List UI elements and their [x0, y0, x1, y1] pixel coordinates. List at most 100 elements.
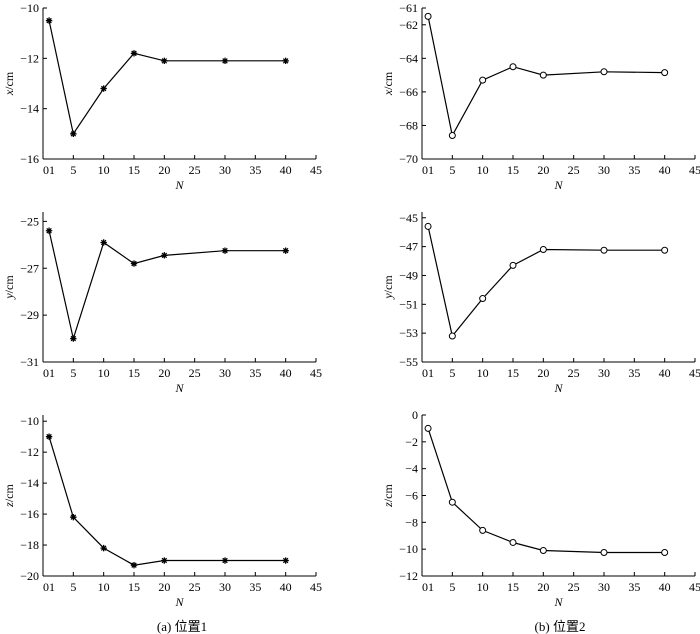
data-point — [161, 252, 168, 259]
y-tick-label: −8 — [405, 515, 418, 529]
subplot-a-x: −10 −12 −14 −16 01 5 10 15 20 25 30 35 40 45 Nx/cm — [2, 1, 322, 192]
x-tick-label: 25 — [568, 163, 580, 177]
data-point — [282, 57, 289, 65]
x-tick-label: 15 — [128, 163, 140, 177]
x-tick-label: 25 — [189, 580, 201, 594]
x-tick-label: 10 — [477, 580, 489, 594]
data-point — [661, 246, 669, 254]
x-tick-label: 20 — [158, 366, 170, 380]
data-point — [448, 132, 456, 140]
x-tick-label: 35 — [249, 580, 261, 594]
y-tick-label: −18 — [20, 538, 39, 552]
x-axis-label: N — [553, 595, 563, 609]
data-point — [509, 261, 517, 269]
data-point — [479, 76, 487, 84]
data-point — [509, 63, 517, 71]
y-tick-label: −10 — [20, 414, 39, 428]
y-tick-label: −12 — [20, 51, 39, 65]
subplot-a-y: −25 −27 −29 −31 01 5 10 15 20 25 30 35 40 45 Ny/cm — [2, 212, 322, 395]
subplot-b-y: −45 −47 −49 −51 −53 −55 01 5 10 15 20 25 30 35 40 45 Ny/… — [381, 211, 700, 395]
data-point — [130, 260, 138, 267]
x-tick-label: 45 — [689, 163, 700, 177]
y-tick-label: −66 — [399, 85, 418, 99]
x-tick-label: 5 — [70, 580, 76, 594]
subplot-a-z: −10 −12 −14 −16 −18 −20 01 5 10 15 20 25 30 35 40 45 Nz/… — [2, 414, 322, 609]
y-tick-label: −51 — [399, 297, 418, 311]
x-tick-label: 10 — [477, 163, 489, 177]
data-point — [161, 57, 168, 65]
series-line — [427, 428, 665, 554]
x-tick-label: 15 — [128, 366, 140, 380]
y-tick-label: −12 — [399, 569, 418, 583]
x-tick-label: 25 — [189, 366, 201, 380]
series-line — [48, 20, 286, 136]
subplot-b-z: 0 −2 −4 −6 −8 −10 −12 01 5 10 15 20 25 30 35 40 45 Nz/cm — [381, 408, 700, 609]
x-tick-label: 35 — [628, 163, 640, 177]
y-tick-label: −49 — [399, 268, 418, 282]
x-tick-label: 25 — [189, 163, 201, 177]
x-tick-label: 20 — [537, 366, 549, 380]
data-point — [70, 513, 77, 521]
x-tick-label: 40 — [280, 163, 292, 177]
data-point — [448, 498, 456, 506]
y-tick-label: −16 — [20, 507, 39, 521]
y-tick-label: −45 — [399, 211, 418, 225]
x-tick-label: 01 — [422, 163, 434, 177]
data-point — [661, 69, 669, 77]
data-point — [100, 239, 107, 246]
y-tick-label: −61 — [399, 1, 418, 15]
x-tick-label: 40 — [659, 163, 671, 177]
x-tick-label: 10 — [98, 366, 110, 380]
y-tick-label: −2 — [405, 435, 418, 449]
x-tick-label: 45 — [310, 163, 322, 177]
y-tick-label: −14 — [20, 476, 39, 490]
data-point — [45, 227, 53, 234]
x-tick-label: 20 — [158, 580, 170, 594]
y-tick-label: −6 — [405, 489, 418, 503]
y-tick-label: −47 — [399, 240, 418, 254]
y-axis-label: y/cm — [2, 275, 16, 300]
y-axis-label: x/cm — [2, 71, 16, 96]
y-tick-label: 0 — [412, 408, 418, 422]
x-tick-label: 01 — [422, 580, 434, 594]
x-axis-label: N — [553, 178, 563, 192]
data-point — [424, 222, 432, 230]
x-axis-label: N — [174, 381, 184, 395]
data-point — [221, 247, 229, 254]
y-tick-label: −53 — [399, 326, 418, 340]
x-tick-label: 20 — [537, 580, 549, 594]
data-point — [479, 526, 487, 534]
data-point — [45, 17, 53, 24]
y-axis-label: y/cm — [381, 275, 395, 300]
x-tick-label: 10 — [477, 366, 489, 380]
data-point — [221, 57, 229, 65]
x-tick-label: 30 — [219, 580, 231, 594]
data-point — [221, 557, 229, 564]
y-tick-label: −12 — [20, 445, 39, 459]
data-point — [161, 557, 168, 564]
x-tick-label: 5 — [449, 366, 455, 380]
y-tick-label: −4 — [405, 462, 418, 476]
y-tick-label: −29 — [20, 308, 39, 322]
x-tick-label: 5 — [449, 580, 455, 594]
series-line — [48, 436, 286, 566]
y-axis-label: x/cm — [381, 71, 395, 96]
x-tick-label: 30 — [598, 366, 610, 380]
data-point — [100, 85, 107, 92]
x-tick-label: 10 — [98, 580, 110, 594]
x-tick-label: 10 — [98, 163, 110, 177]
x-tick-label: 45 — [689, 366, 700, 380]
y-axis-label: z/cm — [2, 484, 16, 508]
data-point — [424, 424, 432, 432]
x-axis-label: N — [174, 595, 184, 609]
x-tick-label: 15 — [507, 366, 519, 380]
x-tick-label: 40 — [659, 580, 671, 594]
x-tick-label: 35 — [628, 580, 640, 594]
series-line — [48, 230, 286, 341]
y-tick-label: −14 — [20, 102, 39, 116]
series-line — [427, 226, 665, 338]
y-tick-label: −31 — [20, 355, 39, 369]
y-tick-label: −10 — [20, 1, 39, 15]
x-tick-label: 45 — [310, 580, 322, 594]
